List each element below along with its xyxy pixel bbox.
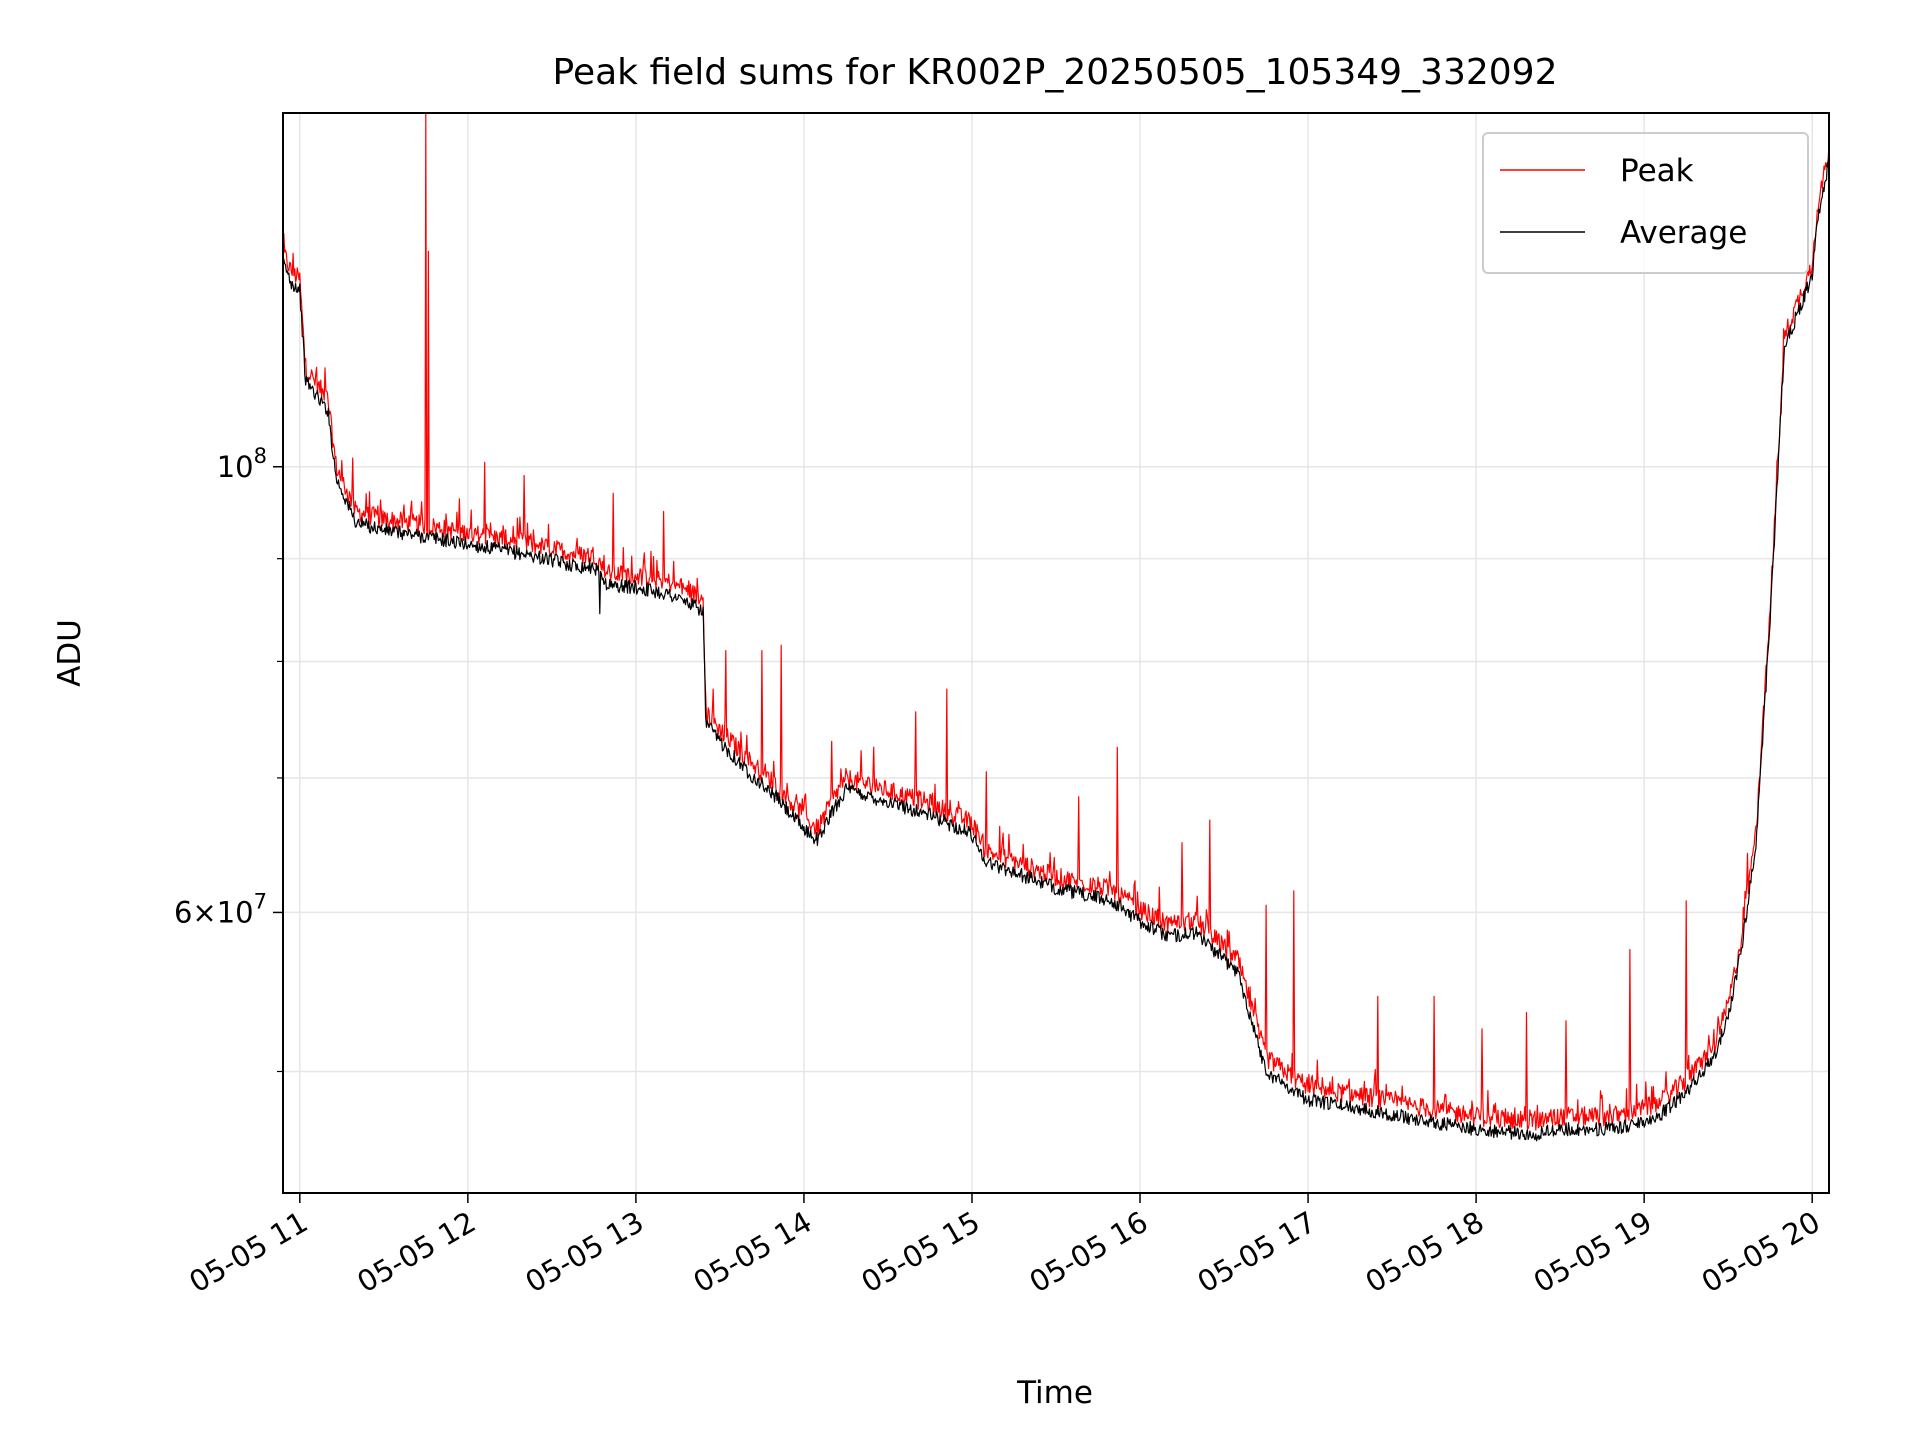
- legend: Peak Average: [1482, 132, 1809, 274]
- series-lines: [283, 113, 1829, 1142]
- series-line-average: [283, 162, 1829, 1142]
- legend-peak-label: Peak: [1620, 153, 1694, 189]
- grid-lines: [283, 113, 1829, 1193]
- legend-box: [1482, 132, 1809, 274]
- series-line-peak: [283, 113, 1829, 1131]
- y-axis-ticks: 108 6×107: [174, 444, 283, 1073]
- legend-average-label: Average: [1620, 215, 1747, 251]
- y-axis-label: ADU: [52, 619, 88, 687]
- plot-frame: [282, 112, 1830, 1194]
- chart-title: Peak field sums for KR002P_20250505_1053…: [553, 52, 1558, 93]
- x-axis-label: Time: [1016, 1375, 1093, 1411]
- y-tick-label: 6×107: [174, 889, 267, 929]
- y-tick-label: 108: [217, 444, 267, 484]
